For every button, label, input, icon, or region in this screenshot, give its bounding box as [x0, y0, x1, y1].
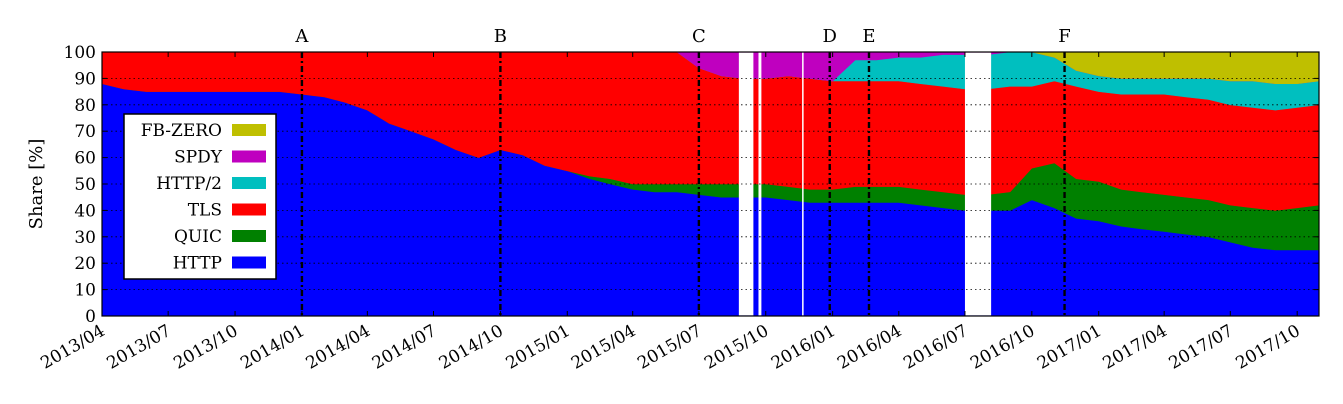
legend-swatch	[232, 230, 266, 242]
y-tick-label: 60	[74, 149, 96, 169]
event-label: E	[862, 26, 875, 47]
x-tick-label: 2016/04	[834, 321, 905, 374]
y-tick-label: 80	[74, 96, 96, 116]
y-tick-label: 30	[74, 228, 96, 248]
x-tick-label: 2017/01	[1034, 321, 1105, 374]
y-tick-label: 0	[85, 307, 96, 327]
area-spdy	[102, 52, 1319, 84]
gridlines	[102, 78, 1319, 291]
event-label: F	[1058, 26, 1071, 47]
legend-swatch	[232, 124, 266, 136]
legend-label: SPDY	[174, 148, 223, 168]
x-tick-label: 2017/10	[1233, 321, 1304, 374]
legend-label: HTTP	[173, 254, 222, 274]
event-markers: A B C D E F	[294, 26, 1071, 316]
event-label: C	[692, 26, 706, 47]
x-tick-label: 2015/10	[701, 321, 772, 374]
y-axis-label: Share [%]	[26, 139, 47, 230]
x-tick-label: 2016/10	[967, 321, 1038, 374]
legend-label: HTTP/2	[156, 174, 222, 194]
data-gap	[802, 52, 804, 316]
x-tick-label: 2015/01	[503, 321, 574, 374]
event-label: A	[294, 26, 309, 47]
legend-box	[123, 113, 277, 280]
x-tick-label: 2016/07	[900, 321, 971, 374]
legend-label: TLS	[188, 201, 222, 221]
x-tick-label: 2015/04	[568, 321, 639, 374]
x-tick-label: 2013/07	[103, 321, 174, 374]
y-tick-label: 100	[64, 43, 96, 63]
legend: FB-ZERO SPDY HTTP/2 TLS QUIC HTTP	[123, 113, 277, 280]
x-tick-label: 2014/04	[303, 321, 374, 374]
x-tick-label: 2013/10	[170, 321, 241, 374]
x-tick-label: 2015/07	[634, 321, 705, 374]
y-tick-label: 40	[74, 201, 96, 221]
legend-swatch	[232, 203, 266, 216]
y-tick-label: 20	[74, 254, 96, 274]
legend-swatch	[232, 150, 266, 163]
x-tick-label: 2017/07	[1166, 321, 1237, 374]
y-tick-label: 50	[74, 175, 96, 195]
y-tick-label: 10	[74, 281, 96, 301]
legend-label: FB-ZERO	[141, 121, 222, 141]
legend-label: QUIC	[174, 227, 222, 247]
y-tick-label: 70	[74, 122, 96, 142]
stacked-areas	[102, 52, 1319, 316]
event-label: B	[494, 26, 507, 47]
x-tick-label: 2014/01	[237, 321, 308, 374]
legend-swatch	[232, 177, 266, 189]
x-tick-label: 2014/10	[436, 321, 507, 374]
y-tick-label: 90	[74, 69, 96, 89]
x-tick-label: 2016/01	[768, 321, 839, 374]
x-tick-label: 2017/04	[1099, 321, 1170, 374]
event-label: D	[823, 26, 837, 47]
area-fb-zero	[102, 52, 1319, 84]
x-tick-label: 2013/04	[37, 321, 108, 374]
x-tick-label: 2014/07	[369, 321, 440, 374]
legend-swatch	[232, 256, 266, 269]
data-gap	[964, 52, 992, 316]
y-axis: 0 10 20 30 40 50 60 70 80 90 100	[64, 43, 1319, 327]
area-http-2	[102, 52, 1319, 111]
